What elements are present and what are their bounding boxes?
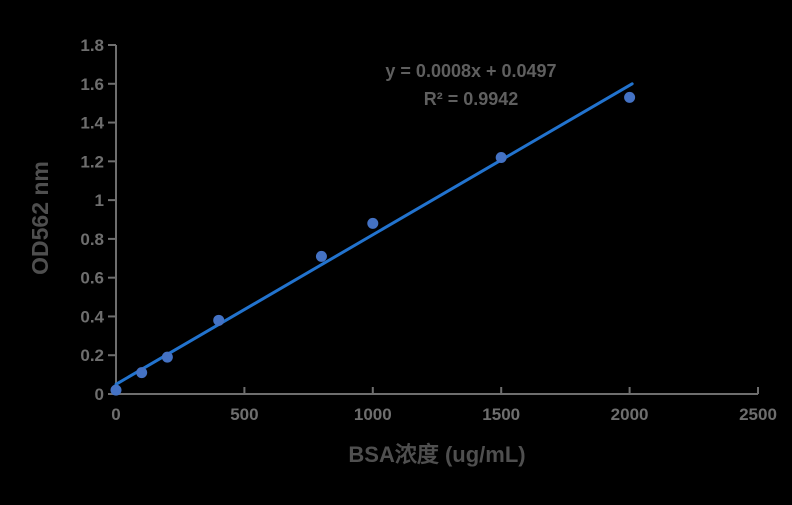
data-points-layer: [110, 91, 636, 396]
data-point: [213, 314, 225, 326]
r-squared-text: R² = 0.9942: [423, 89, 519, 109]
x-tick-label: 1500: [482, 405, 520, 424]
x-tick-label: 2000: [611, 405, 649, 424]
trendline-layer: [114, 82, 634, 386]
y-tick-label: 1.2: [80, 152, 104, 171]
y-axis-title: OD562 nm: [27, 161, 53, 275]
data-point: [624, 91, 636, 103]
data-point: [110, 384, 122, 396]
y-tick-label: 0.2: [80, 346, 104, 365]
x-tick-label: 500: [230, 405, 258, 424]
y-tick-label: 1.6: [80, 75, 104, 94]
trendline-equation-text: y = 0.0008x + 0.0497: [385, 61, 557, 81]
y-tick-label: 1.8: [80, 36, 104, 55]
y-tick-label: 0.8: [80, 230, 104, 249]
tick-labels: 0 0.2 0.4 0.6 0.8 1 1.2 1.4 1.6 1.8 0 500 1000 1500 20…: [80, 36, 777, 424]
data-point: [495, 151, 507, 163]
trendline-annotation: y = 0.0008x + 0.0497 R² = 0.9942: [321, 57, 621, 113]
trendline: [114, 82, 634, 386]
y-tick-label: 0: [95, 385, 104, 404]
data-point: [367, 217, 379, 229]
x-tick-label: 2500: [739, 405, 777, 424]
x-axis-title: BSA浓度 (ug/mL): [348, 442, 526, 467]
y-tick-label: 1: [95, 191, 104, 210]
x-tick-label: 1000: [354, 405, 392, 424]
axes: [115, 45, 758, 395]
data-point: [161, 351, 173, 363]
data-point: [136, 367, 148, 379]
x-tick-label: 0: [111, 405, 120, 424]
y-tick-label: 1.4: [80, 114, 104, 133]
y-tick-label: 0.4: [80, 307, 104, 326]
y-tick-label: 0.6: [80, 269, 104, 288]
data-point: [315, 250, 327, 262]
